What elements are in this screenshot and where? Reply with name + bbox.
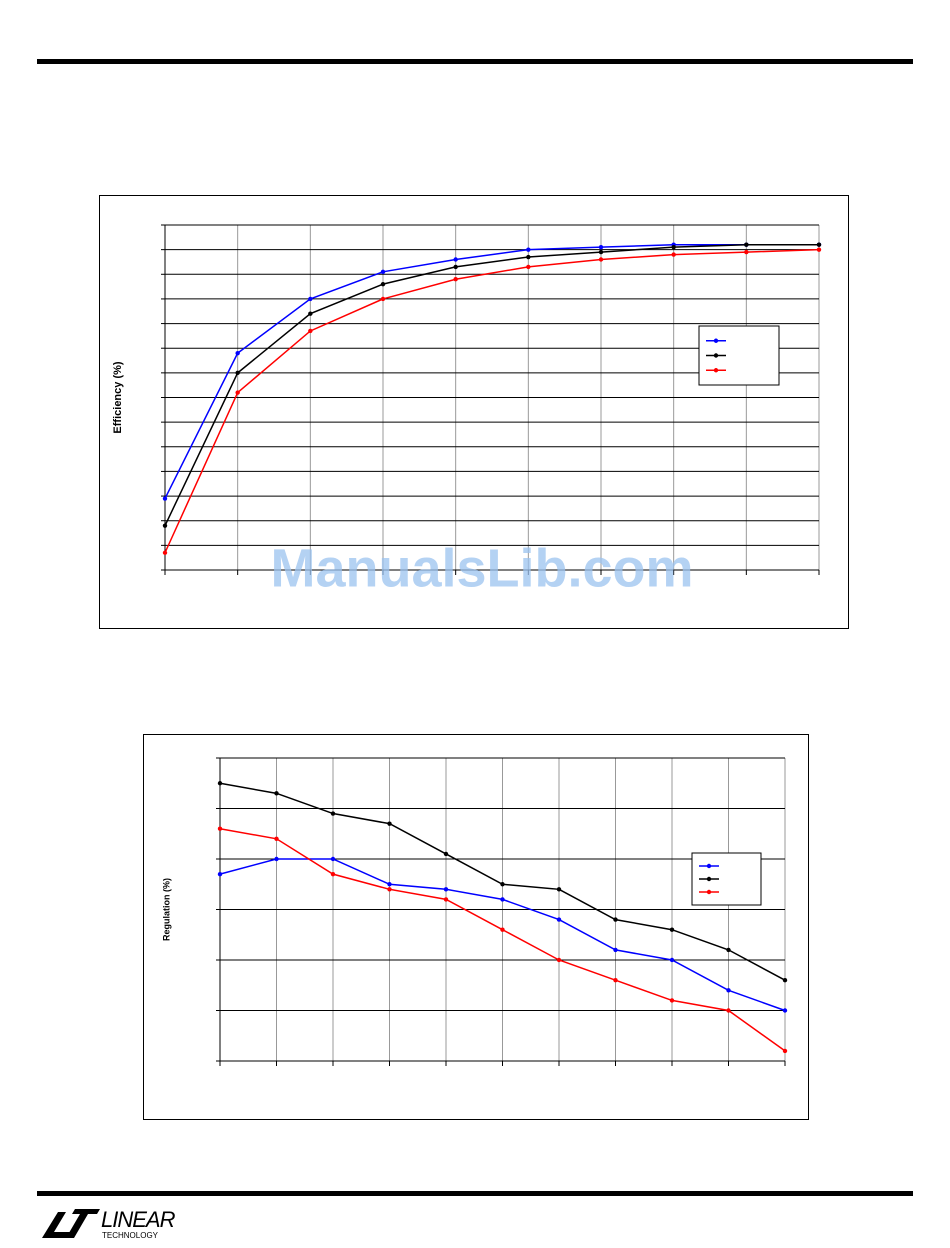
- logo-subtitle: TECHNOLOGY: [102, 1231, 159, 1240]
- data-point: [598, 249, 604, 255]
- data-point: [235, 390, 240, 395]
- data-point: [526, 247, 531, 252]
- y-axis-title: Regulation (%): [161, 878, 171, 941]
- data-point: [526, 254, 531, 260]
- legend-marker: [713, 368, 719, 373]
- data-point: [556, 887, 562, 892]
- legend-marker: [713, 353, 719, 358]
- data-point: [217, 826, 223, 831]
- data-point: [598, 257, 604, 262]
- top-rule: [37, 59, 913, 64]
- data-point: [782, 978, 788, 983]
- bottom-rule: [37, 1191, 913, 1196]
- data-point: [500, 882, 505, 887]
- legend-marker: [706, 863, 712, 869]
- data-point: [744, 242, 749, 247]
- data-point: [613, 947, 618, 953]
- data-point: [380, 269, 386, 275]
- data-point: [669, 927, 675, 932]
- data-point: [453, 277, 458, 282]
- data-point: [671, 244, 676, 250]
- data-point: [613, 978, 618, 983]
- data-point: [669, 998, 675, 1003]
- data-point: [162, 550, 168, 555]
- data-point: [308, 296, 313, 302]
- data-point: [816, 247, 822, 252]
- data-point: [235, 370, 240, 376]
- chart-frame: [143, 734, 809, 1120]
- series-line: [164, 243, 819, 499]
- data-point: [380, 281, 386, 287]
- data-point: [613, 917, 618, 922]
- data-point: [308, 311, 313, 316]
- data-point: [443, 897, 449, 902]
- data-point: [162, 496, 168, 501]
- series-line: [164, 243, 819, 526]
- data-point: [387, 887, 392, 892]
- data-point: [526, 264, 531, 270]
- data-point: [274, 836, 279, 841]
- logo-name: LINEAR: [101, 1207, 176, 1232]
- data-point: [274, 791, 279, 796]
- data-point: [443, 887, 449, 892]
- legend-marker: [713, 338, 719, 343]
- chart-frame: [99, 195, 849, 629]
- data-point: [556, 957, 562, 963]
- data-point: [330, 811, 336, 816]
- data-point: [235, 350, 240, 356]
- data-point: [671, 252, 676, 257]
- legend-marker: [706, 889, 712, 895]
- data-point: [308, 328, 313, 334]
- data-point: [387, 882, 392, 887]
- data-point: [500, 927, 505, 932]
- data-point: [726, 947, 731, 953]
- data-point: [598, 244, 604, 250]
- data-point: [443, 851, 449, 857]
- data-point: [500, 897, 505, 902]
- data-point: [744, 249, 749, 255]
- data-point: [556, 917, 562, 922]
- data-point: [274, 856, 279, 862]
- y-axis-title: Efficiency (%): [112, 361, 124, 433]
- data-point: [726, 1008, 731, 1013]
- data-point: [330, 871, 336, 877]
- data-point: [380, 296, 386, 302]
- data-point: [726, 988, 731, 993]
- data-point: [669, 957, 675, 963]
- data-point: [162, 523, 168, 528]
- watermark: ManualsLib.com: [270, 538, 693, 598]
- data-point: [217, 781, 223, 786]
- legend-marker: [706, 876, 712, 882]
- data-point: [387, 821, 392, 826]
- data-point: [782, 1008, 788, 1013]
- data-point: [217, 871, 223, 877]
- charts: Efficiency (%) Regulation (%): [112, 224, 822, 1066]
- data-point: [816, 242, 822, 247]
- data-point: [330, 856, 336, 862]
- logo: LINEAR TECHNOLOGY: [42, 1207, 177, 1240]
- data-point: [782, 1048, 788, 1054]
- logo-mark: [42, 1209, 100, 1238]
- data-point: [453, 257, 458, 262]
- series-line: [164, 248, 820, 554]
- data-point: [453, 264, 458, 270]
